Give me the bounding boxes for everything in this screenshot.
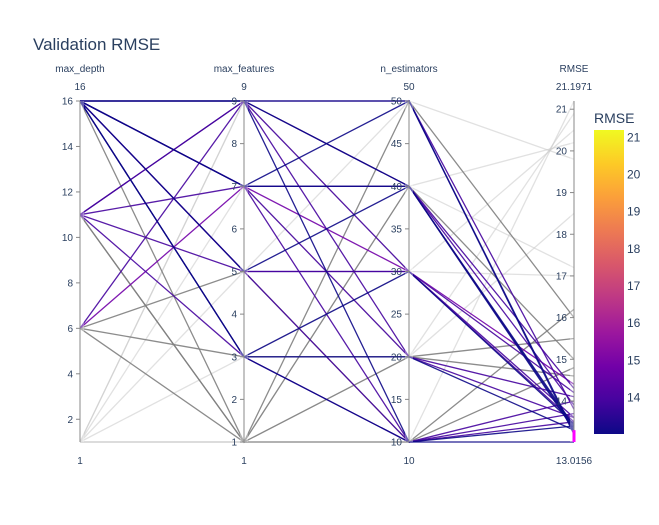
tick-label: 9 bbox=[231, 97, 237, 108]
tick-label: 16 bbox=[556, 313, 568, 324]
tick-label: 10 bbox=[391, 438, 403, 449]
axis-range-min: 1 bbox=[77, 456, 83, 467]
data-line-11 bbox=[79, 214, 575, 394]
axis-RMSE[interactable]: RMSE 21.1971 13.0156 14 15 16 17 18 19 20 21 bbox=[556, 64, 593, 467]
data-line-30 bbox=[79, 214, 575, 443]
tick-label: 2 bbox=[231, 395, 237, 406]
colorbar-tick-label: 15 bbox=[627, 353, 641, 367]
axis-range-max: 50 bbox=[403, 82, 415, 93]
data-line-31 bbox=[80, 100, 574, 443]
tick-label: 7 bbox=[231, 182, 237, 193]
data-line-12 bbox=[79, 214, 575, 443]
data-line-2 bbox=[79, 100, 575, 423]
tick-label: 21 bbox=[556, 105, 568, 116]
tick-label: 12 bbox=[62, 187, 74, 198]
data-line-13 bbox=[79, 185, 575, 406]
axis-range-max: 16 bbox=[74, 82, 86, 93]
tick-label: 45 bbox=[391, 139, 403, 150]
tick-label: 15 bbox=[556, 355, 568, 366]
tick-label: 14 bbox=[62, 142, 74, 153]
colorbar-tick-label: 18 bbox=[627, 242, 641, 256]
axis-range-min: 10 bbox=[403, 456, 415, 467]
axis-title: max_depth bbox=[55, 64, 104, 75]
tick-label: 14 bbox=[556, 396, 568, 407]
colorbar: RMSE 14 15 16 17 18 19 20 21 bbox=[594, 110, 641, 434]
axis-title: n_estimators bbox=[380, 64, 437, 75]
tick-label: 4 bbox=[67, 369, 73, 380]
data-line-4 bbox=[80, 100, 575, 419]
tick-label: 19 bbox=[556, 188, 568, 199]
colorbar-tick-label: 17 bbox=[627, 279, 641, 293]
lines-layer bbox=[79, 99, 575, 444]
colorbar-tick-label: 20 bbox=[627, 167, 641, 181]
data-line-34 bbox=[79, 100, 575, 425]
axes-layer: max_depth161246810121416max_features9112… bbox=[55, 64, 592, 467]
colorbar-tick-label: 16 bbox=[627, 316, 641, 330]
tick-label: 30 bbox=[391, 267, 403, 278]
tick-label: 15 bbox=[391, 395, 403, 406]
colorbar-tick-label: 21 bbox=[627, 130, 641, 144]
tick-label: 18 bbox=[556, 230, 568, 241]
data-line-14 bbox=[79, 214, 575, 443]
axis-range-min: 13.0156 bbox=[556, 456, 593, 467]
tick-label: 25 bbox=[391, 310, 403, 321]
tick-label: 40 bbox=[391, 182, 403, 193]
tick-label: 20 bbox=[556, 146, 568, 157]
tick-label: 1 bbox=[231, 438, 237, 449]
tick-label: 20 bbox=[391, 352, 403, 363]
colorbar-title: RMSE bbox=[594, 110, 634, 126]
tick-label: 16 bbox=[62, 97, 74, 108]
tick-label: 6 bbox=[231, 224, 237, 235]
tick-label: 4 bbox=[231, 310, 237, 321]
data-line-28 bbox=[80, 212, 575, 443]
tick-label: 6 bbox=[67, 324, 73, 335]
tick-label: 35 bbox=[391, 224, 403, 235]
tick-label: 50 bbox=[391, 97, 403, 108]
data-line-7 bbox=[80, 100, 575, 431]
axis-max_features[interactable]: max_features 9 11 2 3 4 5 6 7 8 9 bbox=[214, 64, 275, 467]
tick-label: 3 bbox=[231, 352, 237, 363]
axis-range-max: 21.1971 bbox=[556, 82, 593, 93]
data-line-3 bbox=[79, 100, 575, 431]
axis-title: max_features bbox=[214, 64, 275, 75]
tick-label: 17 bbox=[556, 271, 568, 282]
axis-range-max: 9 bbox=[241, 82, 247, 93]
data-line-32 bbox=[79, 100, 575, 433]
tick-label: 8 bbox=[231, 139, 237, 150]
colorbar-tick-label: 14 bbox=[627, 390, 641, 404]
tick-label: 8 bbox=[67, 278, 73, 289]
axis-range-min: 1 bbox=[241, 456, 247, 467]
chart-title: Validation RMSE bbox=[33, 35, 160, 54]
tick-label: 2 bbox=[67, 415, 73, 426]
rmse-brush-selection[interactable] bbox=[572, 430, 576, 442]
colorbar-gradient bbox=[594, 130, 624, 434]
tick-label: 10 bbox=[62, 233, 74, 244]
tick-label: 5 bbox=[231, 267, 237, 278]
colorbar-tick-label: 19 bbox=[627, 205, 641, 219]
data-line-0 bbox=[80, 100, 575, 435]
axis-title: RMSE bbox=[560, 64, 589, 75]
data-line-9 bbox=[79, 100, 575, 419]
